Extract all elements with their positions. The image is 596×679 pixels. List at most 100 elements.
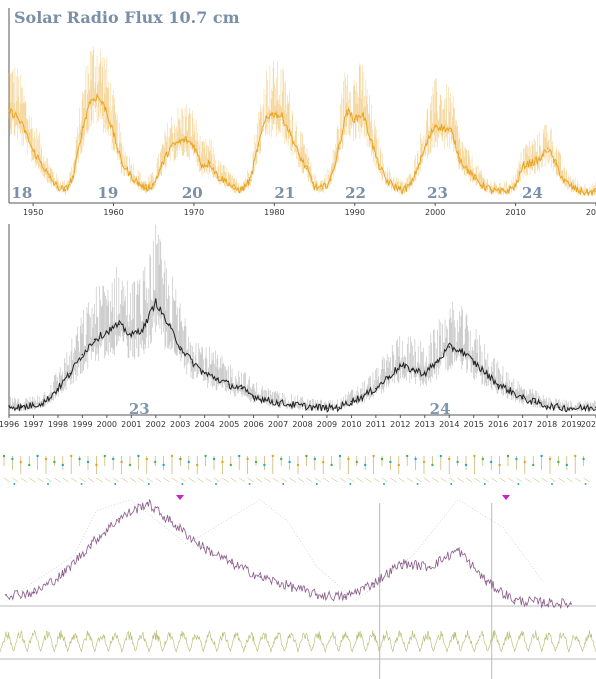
marker-connector — [549, 477, 557, 483]
flux-data-point — [289, 403, 292, 406]
x-tick-label: 2019 — [561, 420, 581, 429]
composite-data-point — [344, 596, 346, 598]
marker-dot-lower — [181, 483, 184, 485]
marker-connector — [197, 477, 204, 483]
x-ticks: 1950 1960 1970 1980 1990 2000 2010 20 — [23, 203, 596, 217]
flux-data-point — [273, 112, 276, 115]
marker-connector — [138, 477, 145, 483]
marker-dot — [330, 463, 333, 467]
marker-dot-lower — [282, 483, 285, 485]
flux-data-point — [233, 187, 235, 190]
flux-data-point — [521, 397, 524, 400]
marker-connector — [533, 477, 540, 483]
flux-data-point — [20, 406, 23, 409]
marker-dot — [61, 463, 64, 467]
x-tick-label: 2015 — [464, 420, 484, 429]
x-tick-label: 2000 — [425, 208, 445, 217]
main-series-layer — [5, 498, 572, 609]
flux-data-point — [546, 405, 548, 407]
marker-dot — [540, 454, 543, 458]
marker-connector — [365, 477, 372, 483]
flux-data-point — [448, 346, 451, 348]
marker-dot — [53, 460, 56, 464]
marker-dot — [422, 460, 426, 464]
marker-connector — [180, 477, 187, 483]
marker-dot — [557, 460, 560, 464]
magenta-marker — [502, 495, 510, 500]
marker-dot — [574, 454, 577, 458]
x-tick-label: 1998 — [48, 420, 68, 429]
flux-data-point — [152, 183, 155, 186]
flux-data-point — [191, 361, 194, 363]
marker-dot — [473, 454, 476, 458]
flux-data-point — [522, 164, 525, 167]
marker-dot-lower — [416, 483, 419, 485]
flux-data-point — [144, 187, 147, 190]
flux-data-point — [179, 346, 182, 348]
marker-dot — [204, 454, 207, 458]
flux-data-point — [8, 405, 10, 407]
flux-data-point — [203, 372, 206, 375]
marker-dot — [162, 463, 165, 467]
marker-dot — [196, 463, 199, 467]
flux-data-point — [48, 176, 51, 178]
marker-dot — [221, 460, 224, 464]
marker-connector — [482, 477, 489, 483]
flux-data-point — [426, 141, 428, 144]
flux-data-point — [93, 338, 96, 341]
marker-dot — [112, 457, 115, 461]
cycle-labels: 23 24 — [129, 400, 451, 418]
marker-connector — [314, 477, 321, 483]
flux-data-point — [249, 179, 252, 181]
flux-data-point — [506, 190, 509, 192]
flux-data-point — [329, 179, 332, 181]
composite-data-point — [5, 593, 7, 596]
composite-data-point — [457, 549, 459, 551]
flux-data-point — [538, 158, 541, 161]
vertical-lines — [379, 503, 493, 679]
marker-connector — [163, 477, 170, 483]
marker-connector — [423, 477, 431, 483]
marker-connector — [398, 477, 405, 483]
x-tick-label: 2001 — [121, 420, 141, 429]
flux-data-point — [466, 168, 469, 171]
flux-data-point — [241, 188, 243, 191]
marker-dot — [128, 463, 132, 467]
x-tick-label: 2009 — [317, 420, 337, 429]
marker-connector — [121, 477, 128, 483]
composite-data-point — [541, 601, 544, 604]
flux-data-point — [370, 138, 372, 141]
x-tick-label: 2014 — [439, 420, 459, 429]
marker-connector — [297, 477, 305, 483]
marker-dot — [490, 460, 493, 464]
x-tick-label: 2005 — [219, 420, 239, 429]
marker-connector — [213, 477, 221, 483]
flux-data-point — [350, 400, 353, 403]
flux-series-line — [8, 92, 596, 197]
composite-data-point — [61, 573, 64, 576]
marker-dot — [456, 460, 459, 464]
chart-markers-and-composite — [0, 454, 596, 679]
marker-connector — [37, 477, 44, 483]
flux-data-point — [482, 184, 485, 187]
marker-dot-lower — [450, 483, 453, 485]
marker-connector — [247, 477, 254, 483]
flux-data-point — [88, 101, 91, 103]
marker-dot — [263, 463, 266, 467]
marker-rows — [2, 454, 590, 500]
flux-data-point — [563, 180, 565, 182]
marker-connector — [188, 477, 195, 483]
marker-dot — [431, 463, 434, 467]
marker-dot — [448, 457, 451, 461]
marker-connector — [440, 477, 447, 483]
flux-data-point — [216, 377, 218, 380]
composite-data-point — [485, 580, 488, 583]
marker-dot — [313, 457, 316, 461]
flux-data-point — [217, 176, 219, 178]
flux-data-point — [458, 157, 461, 159]
x-tick-label: 2007 — [268, 420, 288, 429]
marker-connector — [129, 477, 137, 483]
marker-connector — [339, 477, 347, 483]
flux-data-point — [509, 390, 512, 392]
marker-connector — [272, 477, 279, 483]
